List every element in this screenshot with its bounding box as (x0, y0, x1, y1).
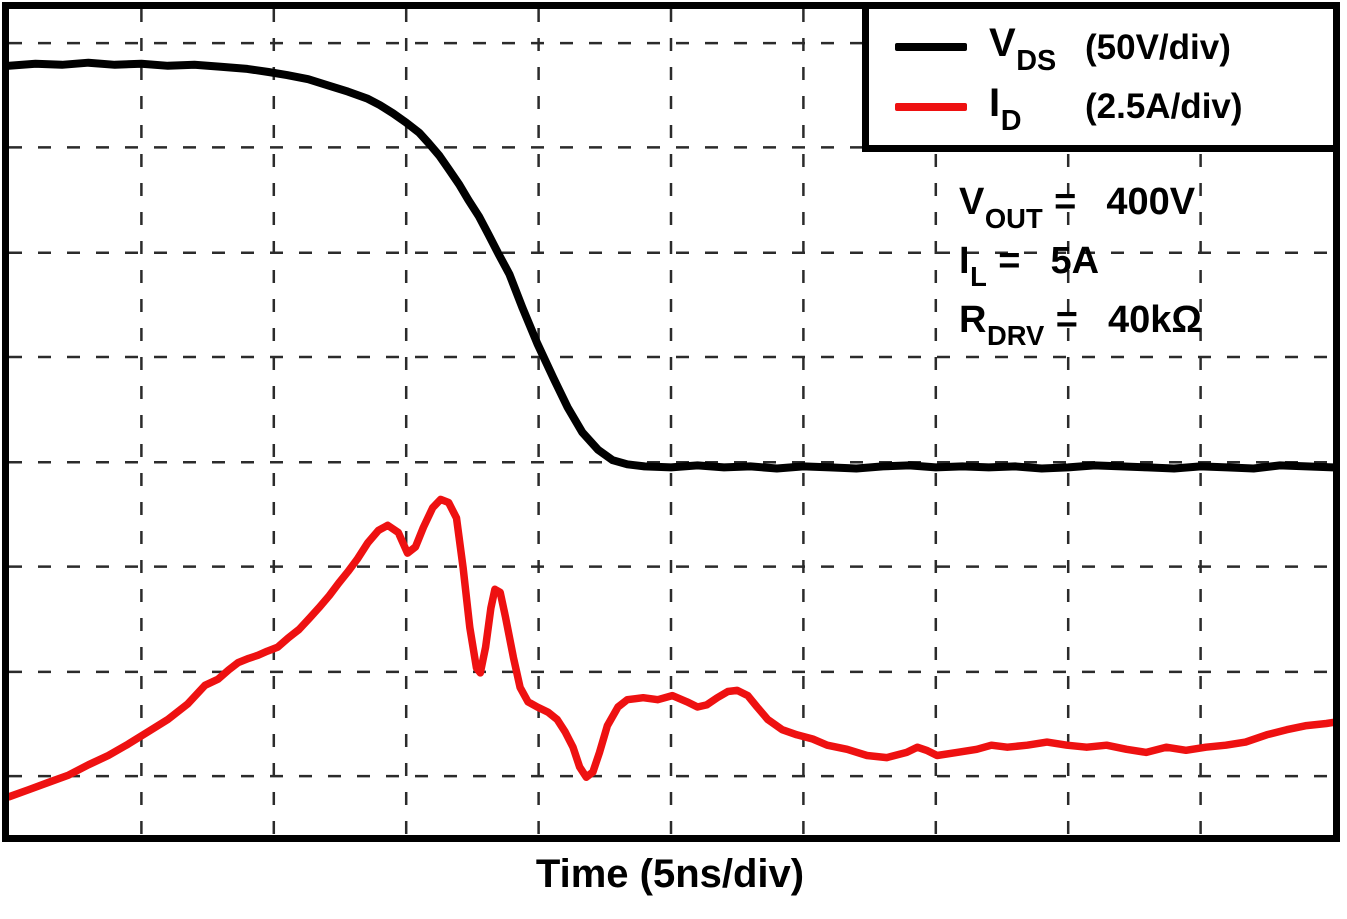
id-line-sample (895, 102, 967, 111)
il-symbol: IL (959, 238, 987, 293)
vds-symbol: V (989, 21, 1016, 66)
id-symbol: I (989, 81, 1001, 125)
condition-vout: VOUT = 400V (959, 179, 1202, 234)
il-equals: = (998, 239, 1021, 282)
vds-scale-label: (50V/div) (1085, 27, 1231, 67)
rdrv-subscript: DRV (987, 320, 1045, 352)
vds-line-sample (895, 43, 967, 52)
vout-subscript: OUT (984, 202, 1043, 234)
rdrv-symbol: RDRV (959, 297, 1045, 352)
rdrv-equals: = (1055, 298, 1078, 341)
il-letter: I (959, 239, 970, 282)
condition-il: IL = 5A (959, 238, 1202, 293)
legend-row-vds: VDS (50V/div) (895, 21, 1315, 76)
condition-rdrv: RDRV = 40kΩ (959, 297, 1202, 352)
id-legend-label: ID (989, 81, 1085, 136)
plot-area: VDS (50V/div) ID (2.5A/div) VOUT = 400V … (2, 2, 1340, 842)
vout-letter: V (959, 181, 985, 223)
rdrv-value: 40kΩ (1107, 298, 1202, 341)
vds-subscript: DS (1016, 45, 1057, 78)
vout-symbol: VOUT (959, 179, 1043, 234)
vout-equals: = (1054, 181, 1077, 223)
vds-legend-label: VDS (989, 21, 1085, 76)
x-axis-label: Time (5ns/div) (535, 852, 805, 896)
il-value: 5A (1050, 239, 1100, 282)
id-subscript: D (1000, 105, 1022, 138)
vds-trace (9, 58, 1333, 473)
legend-row-id: ID (2.5A/div) (895, 81, 1315, 136)
il-subscript: L (970, 261, 987, 293)
id-scale-label: (2.5A/div) (1085, 87, 1243, 127)
legend-box: VDS (50V/div) ID (2.5A/div) (862, 2, 1340, 152)
rdrv-letter: R (959, 298, 987, 341)
test-conditions: VOUT = 400V IL = 5A RDRV = 40kΩ (959, 179, 1202, 352)
id-trace (9, 495, 1333, 801)
vout-value: 400V (1106, 181, 1196, 223)
